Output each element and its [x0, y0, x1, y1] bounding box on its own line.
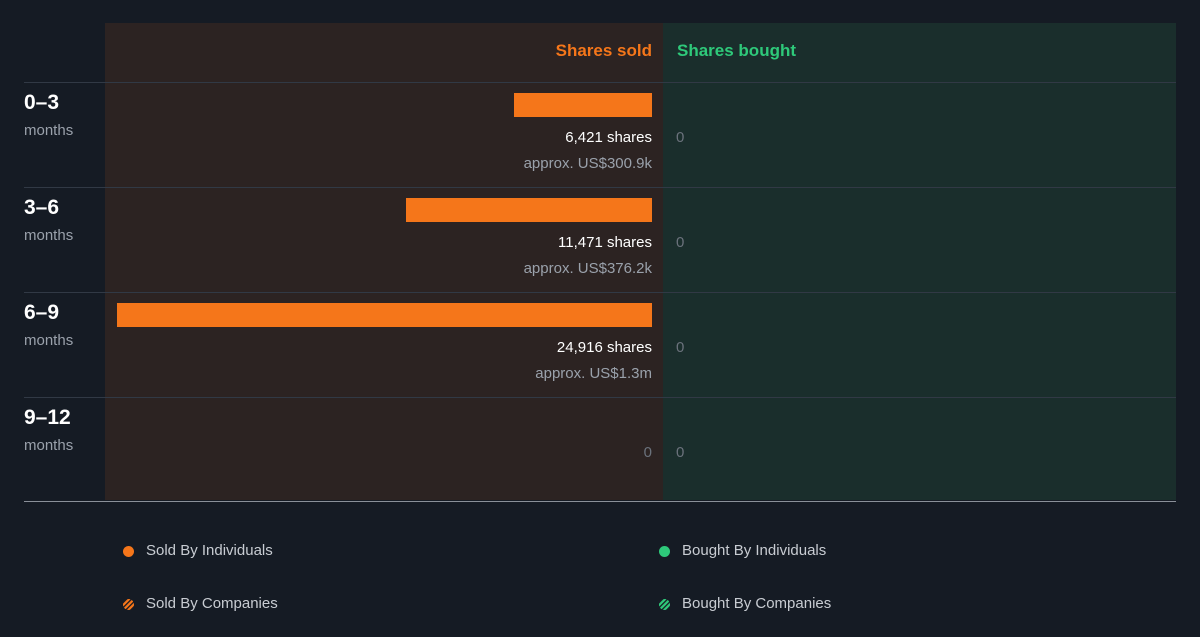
row-label-3-6: 3–6 months: [24, 195, 73, 246]
row-label-0-3: 0–3 months: [24, 90, 73, 141]
period-label: 9–12: [24, 406, 71, 429]
period-unit: months: [24, 437, 74, 454]
sold-bar-0-3: [514, 93, 652, 117]
sold-shares-label: 11,471 shares: [558, 234, 652, 251]
period-label: 6–9: [24, 301, 60, 324]
bought-shares-label: 0: [676, 339, 685, 356]
green-dot-icon: [659, 545, 670, 557]
orange-dot-icon: [123, 545, 134, 557]
sold-value-label: approx. US$300.9k: [523, 155, 652, 172]
sold-value-label: approx. US$376.2k: [523, 260, 652, 277]
row-divider: [24, 397, 1176, 398]
bought-shares-label: 0: [676, 234, 685, 251]
legend-label: Bought By Companies: [682, 595, 832, 612]
legend-label: Sold By Companies: [146, 595, 278, 612]
sold-bar-6-9: [117, 303, 652, 327]
sold-bar-3-6: [406, 198, 652, 222]
period-label: 0–3: [24, 91, 60, 114]
period-unit: months: [24, 227, 74, 244]
legend-label: Sold By Individuals: [146, 542, 273, 559]
shares-sold-header: Shares sold: [555, 41, 652, 60]
row-divider: [24, 292, 1176, 293]
sold-value-label: approx. US$1.3m: [535, 365, 652, 382]
chart-baseline: [24, 501, 1176, 502]
legend-sold-companies[interactable]: Sold By Companies: [123, 594, 278, 614]
period-unit: months: [24, 122, 74, 139]
legend-bought-individuals[interactable]: Bought By Individuals: [659, 541, 826, 561]
period-label: 3–6: [24, 196, 60, 219]
row-divider: [24, 82, 1176, 83]
bought-shares-label: 0: [676, 444, 685, 461]
shares-bought-header: Shares bought: [677, 41, 797, 60]
sold-shares-label: 0: [643, 444, 652, 461]
legend-label: Bought By Individuals: [682, 542, 827, 559]
sold-shares-label: 24,916 shares: [556, 339, 652, 356]
row-divider: [24, 187, 1176, 188]
period-unit: months: [24, 332, 74, 349]
bought-shares-label: 0: [676, 129, 685, 146]
sold-shares-label: 6,421 shares: [565, 129, 652, 146]
shares-bought-panel: [663, 23, 1176, 500]
row-label-6-9: 6–9 months: [24, 300, 73, 351]
legend-bought-companies[interactable]: Bought By Companies: [659, 594, 831, 614]
legend-sold-individuals[interactable]: Sold By Individuals: [123, 541, 273, 561]
orange-striped-icon: [123, 598, 134, 610]
row-label-9-12: 9–12 months: [24, 405, 73, 456]
green-striped-icon: [659, 598, 670, 610]
